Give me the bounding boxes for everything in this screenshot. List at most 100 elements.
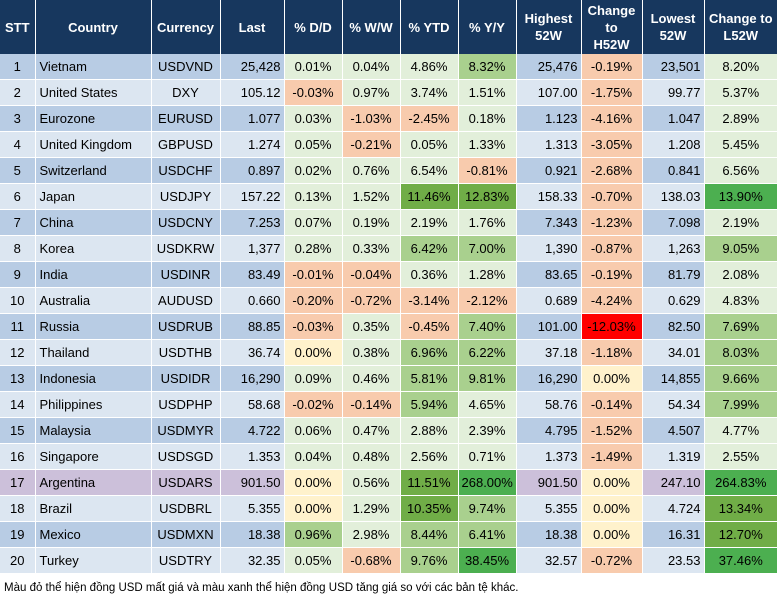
cell-highest-52w: 32.57 — [516, 547, 582, 574]
cell-change-h52w: -0.19% — [581, 54, 643, 80]
cell-pct-yy: 2.39% — [458, 417, 517, 444]
cell-currency: AUDUSD — [151, 287, 221, 314]
cell-lowest-52w: 1.208 — [642, 131, 705, 158]
cell-last: 32.35 — [220, 547, 285, 574]
cell-currency: DXY — [151, 79, 221, 106]
header-change-l52w: Change to L52W — [704, 0, 777, 54]
header-pct-dd: % D/D — [284, 0, 343, 54]
cell-pct-yy: 1.51% — [458, 79, 517, 106]
cell-highest-52w: 0.921 — [516, 157, 582, 184]
table-row: 16 Singapore USDSGD 1.353 0.04% 0.48% 2.56% 0.7… — [0, 443, 777, 470]
table-header-row: STT Country Currency Last % D/D % W/W % … — [0, 0, 777, 54]
table-row: 3 Eurozone EURUSD 1.077 0.03% -1.03% -2.45% 0.1… — [0, 105, 777, 132]
cell-pct-ww: 0.47% — [342, 417, 401, 444]
header-pct-yy: % Y/Y — [458, 0, 517, 54]
cell-pct-ww: -1.03% — [342, 105, 401, 132]
cell-pct-yy: 7.40% — [458, 313, 517, 340]
cell-change-l52w: 2.08% — [704, 261, 777, 288]
cell-pct-yy: 6.22% — [458, 339, 517, 366]
cell-last: 901.50 — [220, 469, 285, 496]
cell-change-l52w: 2.19% — [704, 209, 777, 236]
cell-pct-ytd: 2.19% — [400, 209, 459, 236]
cell-highest-52w: 83.65 — [516, 261, 582, 288]
cell-last: 16,290 — [220, 365, 285, 392]
header-lowest-52w: Lowest 52W — [642, 0, 705, 54]
cell-pct-ww: 0.19% — [342, 209, 401, 236]
cell-pct-dd: -0.03% — [284, 313, 343, 340]
table-row: 13 Indonesia USDIDR 16,290 0.09% 0.46% 5.81% 9.… — [0, 365, 777, 392]
cell-pct-ytd: 5.94% — [400, 391, 459, 418]
cell-pct-ww: -0.72% — [342, 287, 401, 314]
cell-pct-dd: -0.20% — [284, 287, 343, 314]
cell-pct-ww: 0.46% — [342, 365, 401, 392]
cell-pct-yy: 8.32% — [458, 54, 517, 80]
cell-country: Switzerland — [35, 157, 152, 184]
cell-country: Malaysia — [35, 417, 152, 444]
cell-pct-ytd: 4.86% — [400, 54, 459, 80]
cell-pct-yy: 12.83% — [458, 183, 517, 210]
cell-last: 83.49 — [220, 261, 285, 288]
header-highest-52w: Highest 52W — [516, 0, 582, 54]
cell-currency: USDPHP — [151, 391, 221, 418]
cell-country: United States — [35, 79, 152, 106]
table-row: 20 Turkey USDTRY 32.35 0.05% -0.68% 9.76% 38.45… — [0, 547, 777, 574]
cell-currency: USDCNY — [151, 209, 221, 236]
header-last: Last — [220, 0, 285, 54]
cell-last: 1.077 — [220, 105, 285, 132]
cell-pct-dd: 0.28% — [284, 235, 343, 262]
cell-pct-yy: -0.81% — [458, 157, 517, 184]
cell-last: 0.897 — [220, 157, 285, 184]
cell-lowest-52w: 23.53 — [642, 547, 705, 574]
cell-change-h52w: 0.00% — [581, 469, 643, 496]
cell-pct-dd: 0.00% — [284, 339, 343, 366]
cell-country: China — [35, 209, 152, 236]
table-row: 18 Brazil USDBRL 5.355 0.00% 1.29% 10.35% 9.74%… — [0, 495, 777, 522]
cell-lowest-52w: 1.319 — [642, 443, 705, 470]
cell-currency: USDSGD — [151, 443, 221, 470]
cell-country: Brazil — [35, 495, 152, 522]
cell-pct-ww: 1.52% — [342, 183, 401, 210]
color-legend-footnote: Màu đỏ thể hiện đồng USD mất giá và màu … — [4, 582, 519, 594]
cell-pct-ww: -0.14% — [342, 391, 401, 418]
table-body: 1 Vietnam USDVND 25,428 0.01% 0.04% 4.86% 8.32%… — [0, 54, 777, 574]
cell-lowest-52w: 138.03 — [642, 183, 705, 210]
table-row: 8 Korea USDKRW 1,377 0.28% 0.33% 6.42% 7.00% 1,3… — [0, 235, 777, 262]
cell-country: Australia — [35, 287, 152, 314]
cell-highest-52w: 58.76 — [516, 391, 582, 418]
cell-pct-ww: 0.38% — [342, 339, 401, 366]
cell-change-h52w: -1.23% — [581, 209, 643, 236]
cell-pct-yy: 4.65% — [458, 391, 517, 418]
table-row: 7 China USDCNY 7.253 0.07% 0.19% 2.19% 1.76% 7.3… — [0, 209, 777, 236]
cell-stt: 11 — [0, 313, 36, 340]
cell-highest-52w: 101.00 — [516, 313, 582, 340]
cell-country: Argentina — [35, 469, 152, 496]
cell-pct-yy: 0.71% — [458, 443, 517, 470]
cell-pct-ww: 0.48% — [342, 443, 401, 470]
cell-stt: 6 — [0, 183, 36, 210]
cell-change-l52w: 6.56% — [704, 157, 777, 184]
cell-last: 0.660 — [220, 287, 285, 314]
cell-lowest-52w: 82.50 — [642, 313, 705, 340]
cell-last: 7.253 — [220, 209, 285, 236]
cell-pct-dd: 0.03% — [284, 105, 343, 132]
cell-change-l52w: 264.83% — [704, 469, 777, 496]
cell-pct-ww: 0.56% — [342, 469, 401, 496]
cell-stt: 12 — [0, 339, 36, 366]
cell-highest-52w: 107.00 — [516, 79, 582, 106]
currency-table: STT Country Currency Last % D/D % W/W % … — [0, 0, 777, 574]
cell-currency: USDMXN — [151, 521, 221, 548]
cell-pct-yy: 268.00% — [458, 469, 517, 496]
cell-country: Mexico — [35, 521, 152, 548]
cell-currency: EURUSD — [151, 105, 221, 132]
cell-last: 1.274 — [220, 131, 285, 158]
cell-pct-ytd: 6.54% — [400, 157, 459, 184]
cell-pct-yy: 7.00% — [458, 235, 517, 262]
cell-last: 105.12 — [220, 79, 285, 106]
cell-last: 1,377 — [220, 235, 285, 262]
cell-country: United Kingdom — [35, 131, 152, 158]
cell-change-h52w: -0.87% — [581, 235, 643, 262]
cell-stt: 14 — [0, 391, 36, 418]
cell-country: Indonesia — [35, 365, 152, 392]
cell-stt: 5 — [0, 157, 36, 184]
